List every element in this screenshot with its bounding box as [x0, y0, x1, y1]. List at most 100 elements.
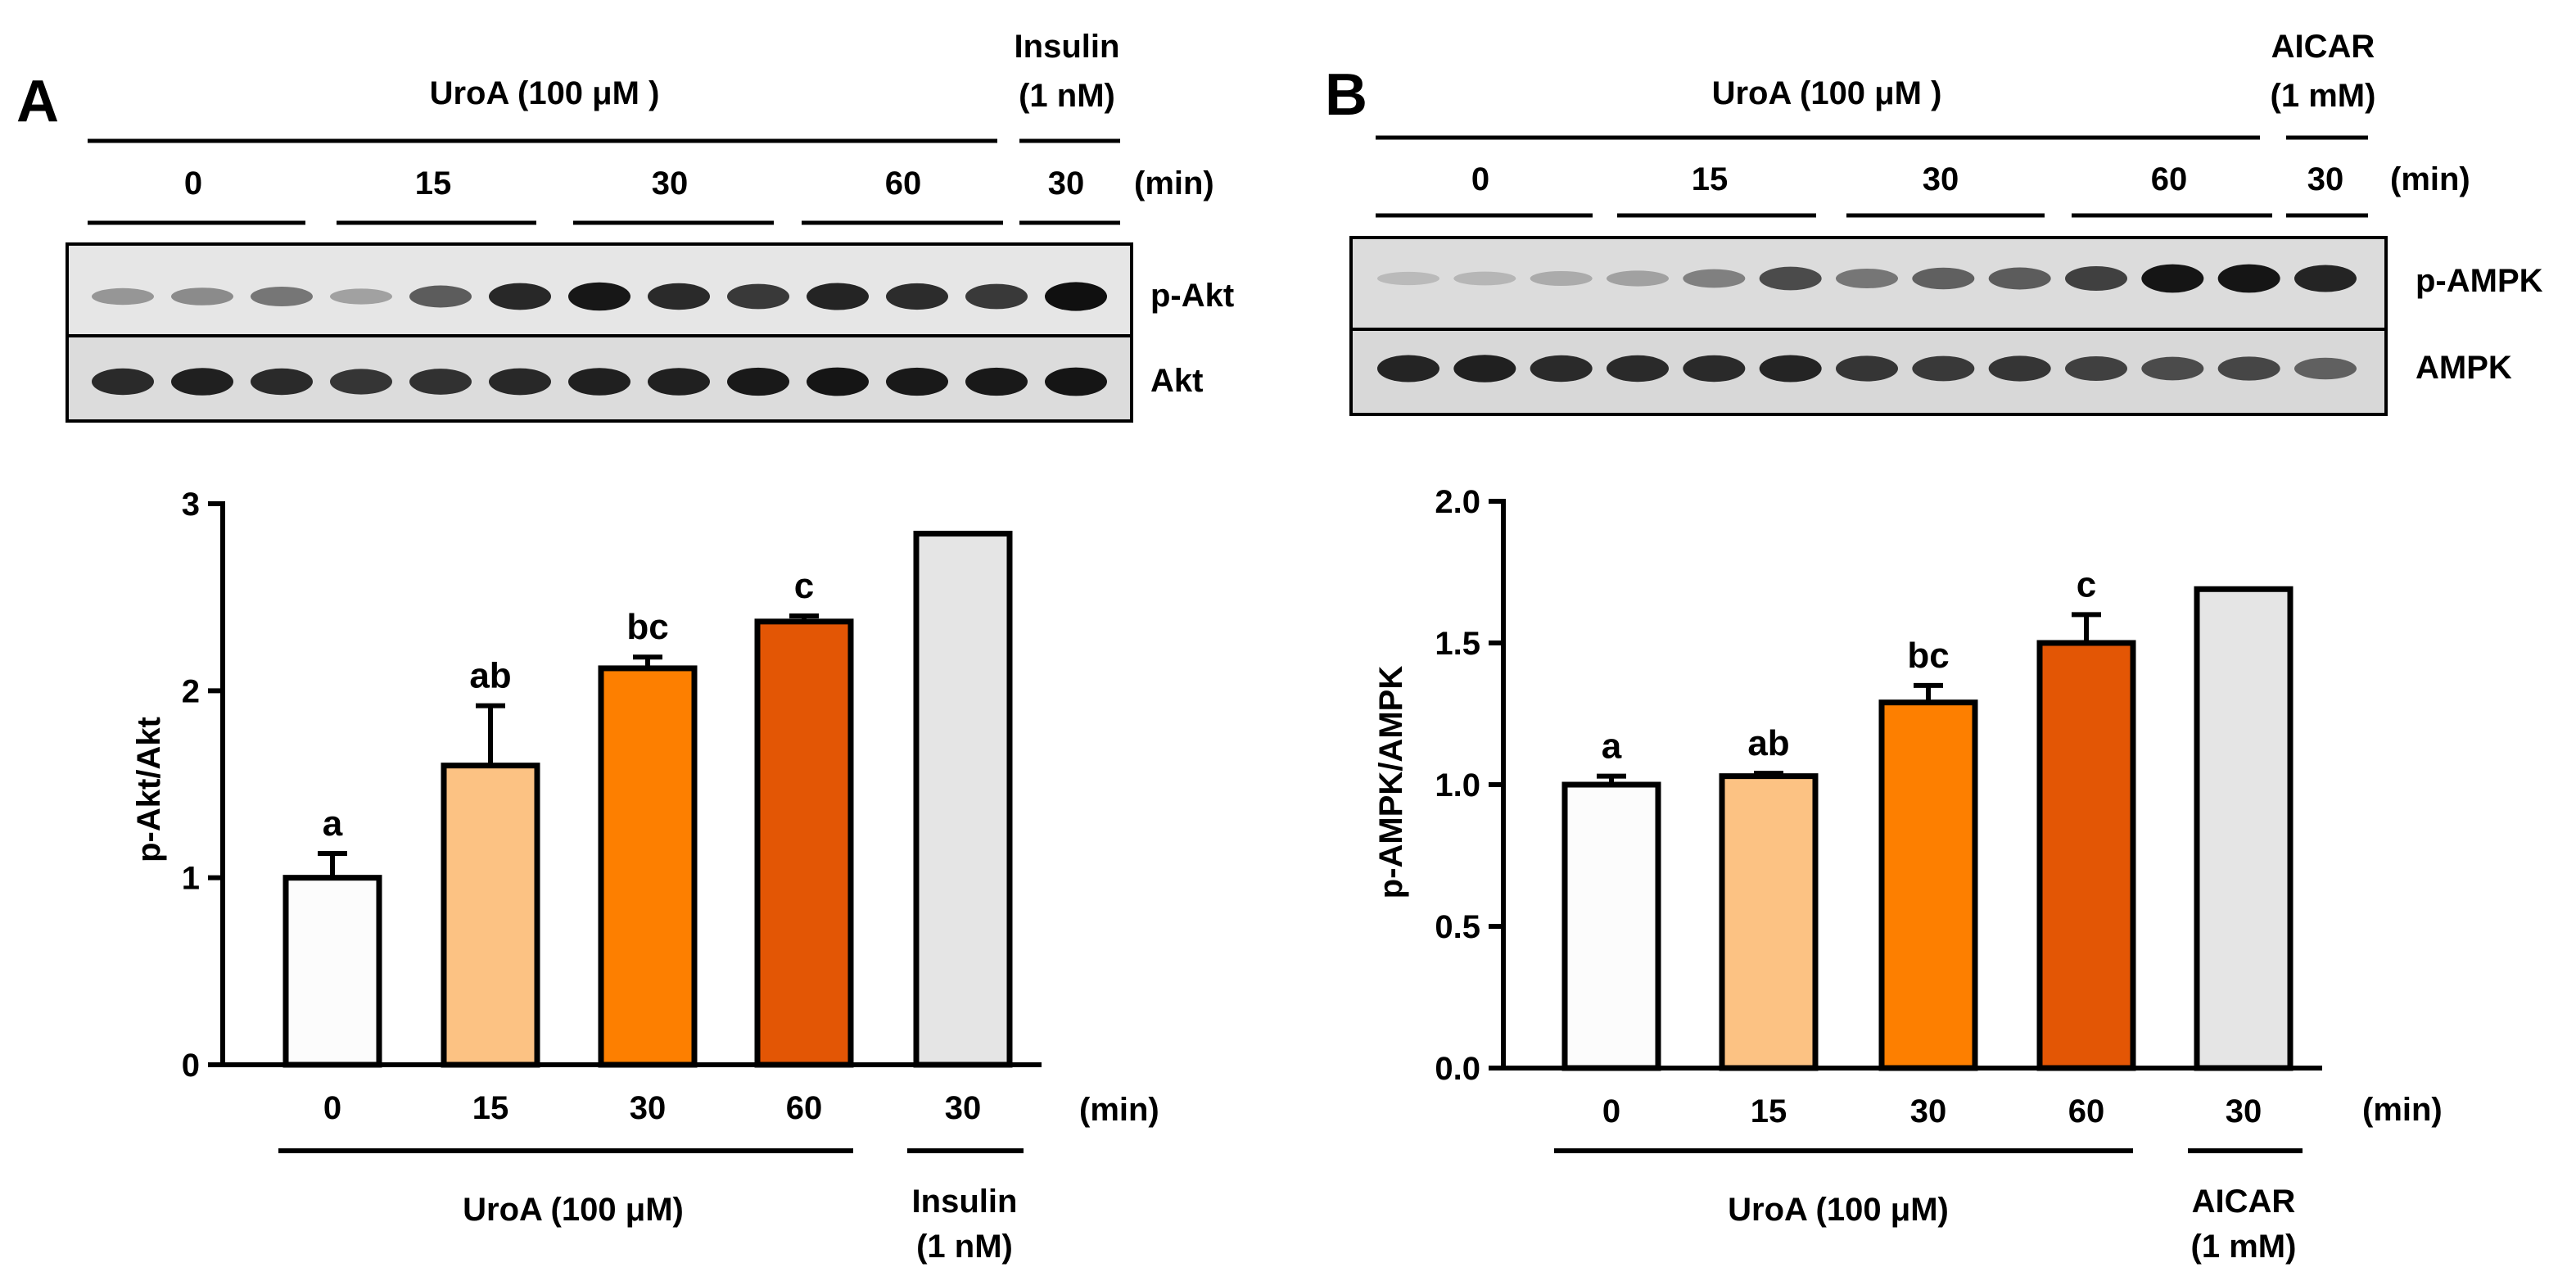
- panel-b-time-0: 0: [1471, 161, 1489, 197]
- chart-a-y-tick-label: 3: [182, 487, 200, 523]
- chart-b-bar: [1719, 773, 1819, 1071]
- blot-a-row-1-band: [886, 283, 948, 310]
- chart-b-y-tick-label: 0.0: [1435, 1051, 1480, 1087]
- chart-b-bar: [1561, 781, 1661, 1071]
- blot-b-row-1-band: [1377, 271, 1439, 286]
- blot-a-row-2-band: [409, 369, 472, 395]
- blot-a-row-2-label: Akt: [1150, 363, 1203, 399]
- blot-a-row-2-band: [171, 368, 233, 396]
- panel-a-time-15: 15: [415, 165, 452, 201]
- panel-b-time-unit: (min): [2390, 161, 2470, 197]
- chart-b-y-tick-label: 2.0: [1435, 484, 1480, 520]
- panel-b-treatment-label: UroA (100 μM ): [1712, 75, 1942, 111]
- blot-b-row-1-band: [2065, 266, 2127, 291]
- blot-b-bands: [1377, 264, 2357, 382]
- chart-b: 0.0 0.5 1.0 1.5 2.0 a 0 ab 15 bc 30 c 60 30 p-AMPK/AM…: [1373, 484, 2443, 1265]
- blot-b-row-2-band: [1912, 355, 1975, 382]
- panel-a-time-60: 60: [885, 165, 922, 201]
- blot-b-row-1-band: [1988, 267, 2051, 290]
- panel-a-letter: A: [16, 69, 59, 134]
- chart-a-significance-letter: c: [794, 566, 814, 606]
- blot-b-row-1-band: [2141, 264, 2204, 293]
- chart-a-ylabel: p-Akt/Akt: [131, 717, 167, 862]
- panel-a-control-label-2: (1 nM): [1019, 78, 1115, 114]
- blot-a-row-2-band: [489, 368, 551, 396]
- chart-a-marks: 0 1 2 3 a 0 ab 15 bc 30 c 60 30: [182, 487, 1042, 1126]
- panel-a-time-0: 0: [184, 165, 202, 201]
- blot-a-row-2-band: [727, 367, 789, 396]
- chart-b-bar: [2036, 640, 2136, 1071]
- blot-b-row-1-band: [1836, 269, 1898, 288]
- blot-b-row-2-band: [2294, 357, 2357, 380]
- chart-a-significance-letter: a: [323, 803, 343, 844]
- chart-a: 0 1 2 3 a 0 ab 15 bc 30 c 60 30 p-Akt/Akt (min) UroA…: [131, 487, 1159, 1265]
- panel-b-blot: B UroA (100 μM ) AICAR (1 mM) 0 15 30 60…: [1325, 29, 2543, 416]
- blot-b-row-1-band: [1607, 270, 1669, 287]
- blot-a-row-1-band: [92, 287, 154, 306]
- chart-a-y-tick-label: 2: [182, 673, 200, 709]
- chart-b-bar: [1878, 699, 1978, 1071]
- panel-b-letter: B: [1325, 62, 1367, 128]
- panel-b-time-15: 15: [1692, 161, 1729, 197]
- chart-b-y-tick-label: 0.5: [1435, 909, 1480, 945]
- chart-a-bar: [598, 665, 698, 1068]
- blot-a-row-2-band: [886, 367, 948, 396]
- chart-a-bar: [282, 875, 382, 1068]
- chart-b-significance-letter: ab: [1747, 723, 1789, 763]
- blot-b-row-2-band: [1836, 355, 1898, 382]
- chart-b-y-tick-label: 1.0: [1435, 767, 1480, 803]
- chart-b-control-label-2: (1 mM): [2191, 1229, 2297, 1265]
- chart-b-category-label: 15: [1751, 1093, 1787, 1129]
- blot-a-row-1-label: p-Akt: [1150, 278, 1234, 314]
- blot-b-row-1-band: [1453, 271, 1516, 286]
- blot-a-row-1-band: [409, 285, 472, 308]
- chart-b-category-label: 30: [1910, 1093, 1947, 1129]
- chart-a-y-tick-label: 1: [182, 861, 200, 897]
- blot-b-row-2-band: [1607, 355, 1669, 382]
- chart-b-significance-letter: c: [2077, 564, 2096, 604]
- chart-a-y-tick-label: 0: [182, 1048, 200, 1084]
- blot-b-row-1-band: [1912, 267, 1975, 290]
- panel-a-time-control: 30: [1048, 165, 1085, 201]
- chart-a-category-label: 30: [945, 1090, 982, 1126]
- chart-b-xlabel: (min): [2362, 1092, 2443, 1128]
- blot-a-row-2-band: [330, 369, 392, 395]
- blot-a-row-1-band: [1045, 282, 1107, 311]
- chart-a-category-label: 0: [323, 1090, 341, 1126]
- blot-b-row-2-band: [1683, 355, 1746, 382]
- blot-b-row-2-band: [1759, 355, 1822, 382]
- chart-a-significance-letter: ab: [469, 656, 511, 696]
- panel-b-time-control: 30: [2307, 161, 2344, 197]
- blot-b-row-2-band: [2065, 356, 2127, 381]
- blot-a-row-2-band: [965, 367, 1028, 396]
- chart-b-marks: 0.0 0.5 1.0 1.5 2.0 a 0 ab 15 bc 30 c 60 30: [1435, 484, 2322, 1129]
- panel-b-control-label-1: AICAR: [2271, 29, 2375, 65]
- chart-b-y-tick-label: 1.5: [1435, 626, 1480, 662]
- blot-a-row-2-band: [807, 367, 869, 396]
- chart-b-significance-letter: a: [1602, 727, 1622, 767]
- chart-a-xlabel: (min): [1079, 1092, 1159, 1128]
- panel-b-time-30: 30: [1923, 161, 1959, 197]
- blot-b-row-2-band: [1453, 355, 1516, 382]
- blot-a-row-1-band: [727, 283, 789, 310]
- chart-a-bar: [913, 531, 1013, 1068]
- blot-a-row-1-band: [171, 287, 233, 306]
- blot-b-row-2-band: [2141, 356, 2204, 381]
- blot-a-row-1-band: [251, 287, 313, 306]
- blot-a-bands: [92, 282, 1107, 396]
- chart-a-category-label: 60: [786, 1090, 823, 1126]
- blot-a-row-1-band: [568, 282, 630, 311]
- chart-b-ylabel: p-AMPK/AMPK: [1373, 666, 1409, 899]
- blot-b-row-1-band: [1759, 266, 1822, 291]
- blot-a-row-1-band: [330, 288, 392, 305]
- blot-b-row-1-band: [2217, 264, 2280, 293]
- blot-a-row-1-band: [807, 283, 869, 310]
- blot-a-row-2-band: [92, 368, 154, 396]
- panel-a-treatment-label: UroA (100 μM ): [430, 75, 660, 111]
- blot-b-row-2-label: AMPK: [2416, 350, 2512, 386]
- chart-b-significance-letter: bc: [1907, 636, 1949, 676]
- blot-a-row-2-band: [568, 368, 630, 396]
- blot-b-row-1-band: [2294, 265, 2357, 292]
- chart-a-category-label: 30: [630, 1090, 667, 1126]
